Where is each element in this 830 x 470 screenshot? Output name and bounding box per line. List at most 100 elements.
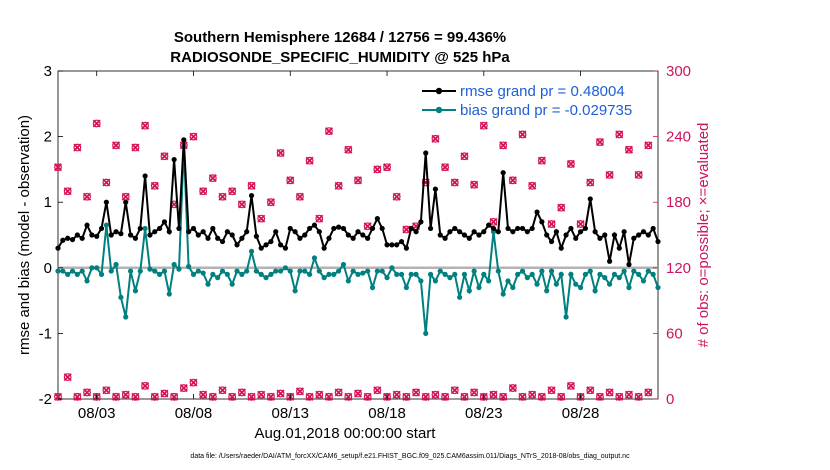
obs-lower-evaluated-6	[112, 392, 121, 401]
rmse-point-21	[157, 225, 163, 232]
rmse-point-28	[190, 225, 197, 232]
legend-box	[418, 79, 654, 121]
rmse-point-98	[529, 225, 535, 232]
right-tick-label-4: 240	[666, 129, 691, 146]
obs-upper-possible-58	[615, 130, 624, 139]
rmse-point-14	[123, 199, 129, 205]
obs-lower-evaluated-61	[644, 388, 653, 397]
obs-upper-evaluated-41	[450, 178, 459, 187]
obs-upper-evaluated-52	[557, 203, 566, 212]
obs-lower-evaluated-5	[102, 386, 111, 395]
obs-upper-possible-39	[431, 134, 440, 143]
bias-point-56	[326, 271, 332, 277]
obs-upper-evaluated-36	[402, 225, 411, 234]
obs-upper-evaluated-5	[102, 178, 111, 187]
rmse-point-3	[69, 236, 76, 243]
obs-lower-possible-44	[479, 392, 488, 401]
rmse-point-66	[374, 216, 380, 222]
x-tick-label-2: 08/13	[271, 405, 309, 422]
obs-lower-possible-9	[141, 381, 149, 390]
obs-lower-evaluated-23	[276, 389, 285, 398]
obs-upper-possible-17	[218, 192, 227, 201]
bias-point-25	[176, 266, 182, 272]
bias-point-49	[292, 288, 298, 294]
obs-lower-evaluated-31	[353, 389, 363, 398]
obs-lower-evaluated-12	[170, 392, 179, 401]
bias-point-46	[277, 268, 284, 274]
rmse-point-104	[558, 245, 564, 251]
bias-point-43	[263, 275, 269, 281]
obs-lower-possible-16	[208, 392, 217, 401]
obs-upper-evaluated-58	[615, 130, 624, 139]
bias-point-81	[447, 275, 453, 281]
rmse-point-114	[607, 258, 613, 264]
obs-lower-possible-34	[383, 392, 391, 401]
obs-upper-evaluated-35	[392, 192, 401, 201]
obs-upper-evaluated-49	[528, 181, 537, 190]
obs-lower-evaluated-57	[605, 388, 614, 397]
bias-point-36	[229, 281, 235, 287]
rmse-point-122	[645, 232, 651, 238]
bias-point-99	[534, 281, 540, 287]
right-axis-ticks: 0 60 120 180 240 300	[653, 63, 691, 408]
obs-lower-possible-35	[392, 390, 401, 399]
right-tick-label-1: 60	[666, 325, 683, 342]
rmse-point-13	[118, 231, 124, 237]
obs-lower-possible-55	[586, 386, 595, 395]
obs-upper-possible-31	[354, 176, 362, 185]
bias-point-76	[423, 330, 429, 336]
rmse-point-67	[379, 225, 385, 232]
obs-lower-possible-23	[276, 389, 285, 398]
rmse-point-90	[490, 225, 497, 232]
rmse-point-15	[127, 232, 134, 238]
bias-point-64	[365, 268, 371, 274]
obs-upper-evaluated-53	[566, 159, 575, 168]
rmse-point-11	[108, 232, 114, 238]
obs-markers-layer	[53, 119, 653, 401]
obs-upper-evaluated-15	[199, 187, 208, 196]
bias-point-77	[427, 271, 434, 277]
obs-upper-possible-4	[92, 119, 101, 128]
bias-point-37	[234, 268, 240, 274]
rmse-point-30	[200, 229, 206, 235]
rmse-point-105	[563, 232, 569, 238]
rmse-point-4	[74, 232, 80, 238]
rmse-point-31	[205, 235, 211, 241]
bias-point-82	[452, 271, 458, 277]
obs-upper-possible-61	[644, 141, 653, 150]
rmse-point-39	[244, 229, 250, 235]
bias-point-39	[244, 268, 250, 274]
obs-lower-evaluated-51	[547, 386, 556, 395]
obs-upper-possible-49	[528, 181, 537, 190]
obs-lower-evaluated-47	[508, 384, 517, 393]
left-tick-label-5: 3	[44, 63, 52, 80]
bias-point-123	[650, 271, 656, 277]
obs-lower-possible-49	[528, 390, 537, 399]
bias-point-102	[548, 268, 555, 274]
obs-upper-possible-45	[489, 217, 498, 226]
rmse-point-74	[413, 229, 419, 235]
obs-lower-possible-50	[537, 392, 546, 401]
rmse-point-102	[548, 238, 555, 245]
bias-point-31	[205, 281, 211, 287]
rmse-point-73	[408, 225, 414, 232]
obs-lower-possible-41	[450, 386, 459, 395]
obs-lower-evaluated-10	[150, 392, 159, 401]
bias-point-60	[345, 278, 351, 284]
rmse-point-45	[273, 229, 279, 235]
bias-point-29	[195, 268, 201, 274]
rmse-point-16	[132, 235, 139, 241]
rmse-point-25	[176, 225, 182, 232]
rmse-point-119	[631, 235, 637, 241]
rmse-point-79	[437, 232, 443, 238]
obs-upper-evaluated-20	[247, 181, 256, 190]
rmse-point-8	[94, 233, 100, 239]
obs-upper-possible-50	[537, 156, 546, 165]
obs-upper-evaluated-8	[131, 143, 140, 152]
rmse-point-46	[277, 242, 284, 248]
rmse-point-5	[79, 235, 85, 241]
obs-lower-possible-6	[112, 392, 120, 401]
bias-point-84	[461, 271, 468, 277]
obs-lower-possible-10	[150, 392, 159, 401]
